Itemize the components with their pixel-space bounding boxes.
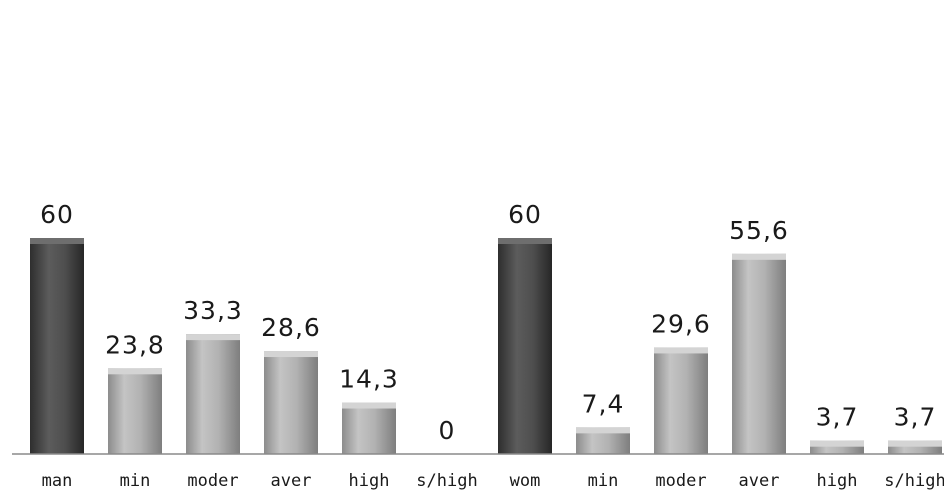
bar-cap-4 <box>342 402 396 409</box>
category-label-0: man <box>42 471 73 491</box>
category-label-6: wom <box>510 471 541 491</box>
bar-0 <box>30 238 84 454</box>
bar-cap-6 <box>498 238 552 244</box>
category-label-7: min <box>588 471 619 491</box>
category-label-11: s/high <box>884 471 944 491</box>
value-label-9: 55,6 <box>729 216 789 245</box>
value-label-7: 7,4 <box>582 389 625 418</box>
value-label-11: 3,7 <box>894 403 937 432</box>
bar-cap-3 <box>264 351 318 358</box>
bar-cap-10 <box>810 440 864 447</box>
bar-4 <box>342 402 396 454</box>
category-label-8: moder <box>655 471 706 491</box>
bar-3 <box>264 351 318 454</box>
bar-cap-9 <box>732 253 786 260</box>
bar-6 <box>498 238 552 454</box>
bar-1 <box>108 368 162 454</box>
bar-cap-11 <box>888 440 942 447</box>
value-labels-group: 60 23,8 33,3 28,6 14,3 0 60 7,4 29,6 55,6 3,7 3,7 <box>40 200 937 445</box>
value-label-3: 28,6 <box>261 313 321 342</box>
category-labels-group: man min moder aver high s/high wom min moder aver… <box>42 471 944 491</box>
bar-cap-1 <box>108 368 162 375</box>
value-label-5: 0 <box>439 416 456 445</box>
bar-cap-7 <box>576 427 630 434</box>
category-label-9: aver <box>739 471 780 491</box>
category-label-10: high <box>817 471 858 491</box>
bars-group <box>30 238 942 454</box>
category-label-2: moder <box>187 471 238 491</box>
bar-cap-2 <box>186 334 240 341</box>
bar-cap-0 <box>30 238 84 244</box>
category-label-4: high <box>349 471 390 491</box>
bar-2 <box>186 334 240 454</box>
value-label-4: 14,3 <box>339 365 399 394</box>
category-label-5: s/high <box>416 471 477 491</box>
value-label-6: 60 <box>508 200 542 229</box>
category-label-3: aver <box>271 471 312 491</box>
value-label-8: 29,6 <box>651 309 711 338</box>
value-label-1: 23,8 <box>105 330 165 359</box>
value-label-10: 3,7 <box>816 403 859 432</box>
value-label-0: 60 <box>40 200 74 229</box>
value-label-2: 33,3 <box>183 296 243 325</box>
bar-8 <box>654 347 708 454</box>
category-label-1: min <box>120 471 151 491</box>
bar-cap-8 <box>654 347 708 354</box>
bar-9 <box>732 253 786 454</box>
